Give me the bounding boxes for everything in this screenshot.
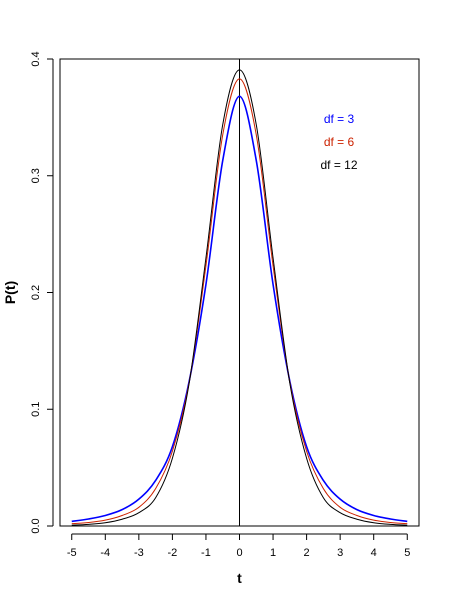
x-tick-label: -1 xyxy=(201,547,211,559)
x-tick-label: -2 xyxy=(168,547,178,559)
x-tick-label: 0 xyxy=(236,547,242,559)
x-tick-label: 5 xyxy=(404,547,410,559)
y-tick-label: 0.2 xyxy=(30,285,42,300)
legend: df = 3 df = 6 df = 12 xyxy=(320,112,357,172)
y-tick-label: 0.1 xyxy=(30,402,42,417)
legend-entry: df = 3 xyxy=(324,112,355,126)
x-tick-label: -4 xyxy=(100,547,110,559)
series-line-1 xyxy=(71,95,408,523)
series-line-3 xyxy=(71,69,408,526)
x-tick-label: -5 xyxy=(67,547,77,559)
x-tick-label: 4 xyxy=(371,547,377,559)
y-axis-title: P(t) xyxy=(2,281,18,304)
x-tick-label: 1 xyxy=(270,547,276,559)
y-axis: 0.0 0.1 0.2 0.3 0.4 xyxy=(30,51,54,534)
y-tick-label: 0.4 xyxy=(30,51,42,66)
x-tick-label: 3 xyxy=(337,547,343,559)
x-tick-label: 2 xyxy=(304,547,310,559)
x-axis: -5 -4 -3 -2 -1 0 1 2 3 4 5 xyxy=(67,533,410,559)
series-layer xyxy=(71,69,408,526)
y-tick-label: 0.0 xyxy=(30,518,42,533)
series-line-2 xyxy=(71,78,408,525)
y-tick-label: 0.3 xyxy=(30,168,42,183)
x-tick-label: -3 xyxy=(134,547,144,559)
legend-entry: df = 6 xyxy=(324,135,355,149)
legend-entry: df = 12 xyxy=(320,158,357,172)
x-axis-title: t xyxy=(237,570,242,586)
